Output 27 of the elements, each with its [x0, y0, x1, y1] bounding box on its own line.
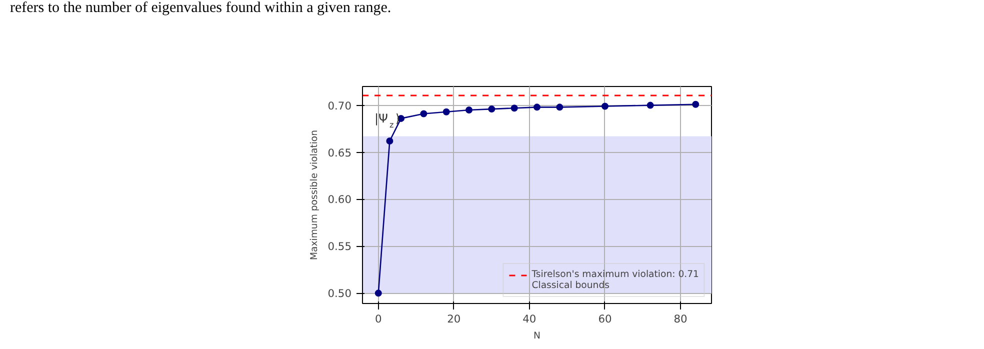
x-axis-title: N [534, 330, 541, 342]
point [466, 106, 473, 114]
x-tick-label: 0 [374, 312, 382, 326]
legend-label: Tsirelson's maximum violation: 0.71 [532, 269, 699, 280]
point [374, 290, 382, 297]
band-label: Classical bounds [532, 280, 610, 291]
y-axis-title: Maximum possible violation [308, 130, 320, 260]
y-tick-label: 0.65 [328, 146, 352, 160]
point [556, 104, 564, 111]
point [488, 106, 496, 113]
point [601, 102, 608, 110]
point [442, 108, 450, 116]
y-tick-label: 0.70 [328, 99, 352, 112]
text: refers to the number of eigenvalues found within a given range. [10, 0, 392, 16]
x-tick-label: 20 [447, 312, 461, 326]
y-tick-label: 0.60 [328, 193, 352, 206]
x-tick-label: 40 [522, 312, 536, 326]
y-tick-label: 0.50 [328, 287, 352, 300]
point [510, 104, 518, 112]
point [646, 102, 654, 109]
point [534, 104, 540, 111]
point [420, 110, 428, 118]
point [692, 100, 700, 108]
y-tick-label: 0.55 [328, 240, 352, 254]
x-tick-label: 80 [674, 312, 688, 326]
point [386, 137, 394, 144]
x-tick-label: 60 [598, 312, 612, 326]
